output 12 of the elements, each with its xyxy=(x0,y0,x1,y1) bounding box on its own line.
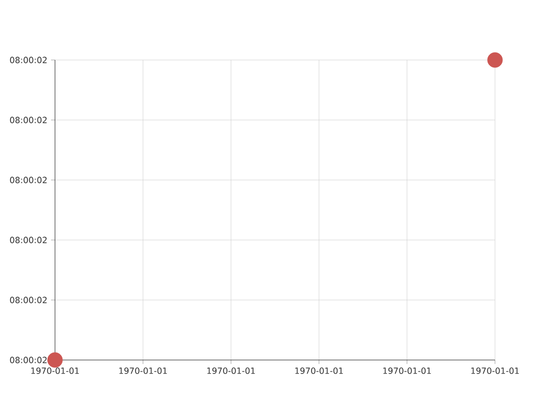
text: 08:00:02 xyxy=(10,56,47,64)
text: 08:00:02 xyxy=(10,116,47,124)
x-tick-label: 1970-01-01 xyxy=(207,368,255,374)
x-tick-label: 1970-01-01 xyxy=(295,368,343,374)
text: 08:00:02 xyxy=(10,176,47,184)
x-tick-label: 1970-01-01 xyxy=(383,368,431,374)
text: 08:00:02 xyxy=(10,296,47,304)
text: 08:00:02 xyxy=(10,356,47,364)
text: 08:00:02 xyxy=(10,236,47,244)
x-tick-label: 1970-01-01 xyxy=(471,368,519,374)
x-tick-label: 1970-01-01 xyxy=(119,368,167,374)
x-tick-label: 1970-01-01 xyxy=(31,368,79,374)
